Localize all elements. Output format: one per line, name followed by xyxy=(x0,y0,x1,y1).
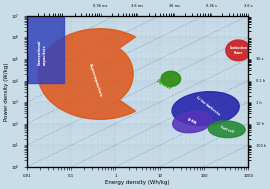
Text: Conventional
capacitors: Conventional capacitors xyxy=(38,40,47,65)
Text: Power: Power xyxy=(155,79,173,91)
Polygon shape xyxy=(27,16,64,83)
Polygon shape xyxy=(208,121,245,138)
Text: Ni-MH: Ni-MH xyxy=(187,118,198,126)
Polygon shape xyxy=(161,71,181,86)
Y-axis label: Power density (W/kg): Power density (W/kg) xyxy=(4,62,9,121)
Text: Combustion
Power: Combustion Power xyxy=(230,46,247,55)
Text: Supercapacitors: Supercapacitors xyxy=(88,63,103,98)
Polygon shape xyxy=(172,92,239,125)
Polygon shape xyxy=(38,29,136,119)
Polygon shape xyxy=(226,40,251,61)
Text: Li-ion batteries: Li-ion batteries xyxy=(195,96,220,117)
Text: Fuel cell: Fuel cell xyxy=(220,125,234,134)
X-axis label: Energy density (Wh/kg): Energy density (Wh/kg) xyxy=(105,180,170,185)
Polygon shape xyxy=(173,111,212,133)
